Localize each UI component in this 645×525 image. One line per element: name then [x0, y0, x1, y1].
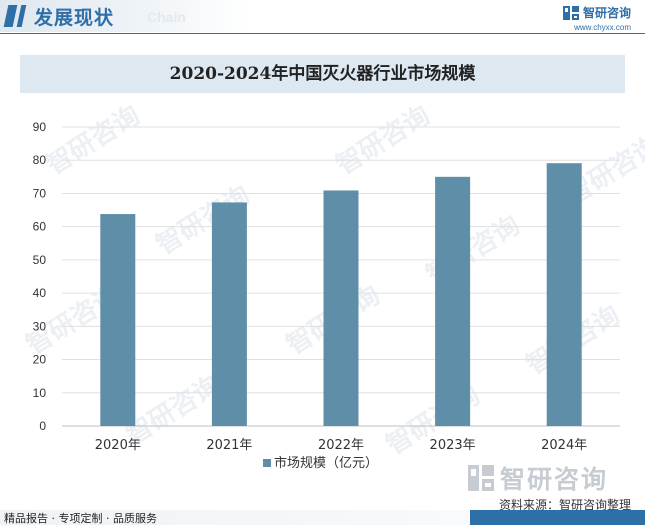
x-tick-label: 2024年	[541, 438, 587, 453]
brand-logo-icon	[562, 5, 579, 20]
y-tick-label: 30	[33, 319, 47, 333]
bar	[323, 190, 359, 426]
x-tick-label: 2022年	[318, 438, 364, 453]
bar	[100, 214, 136, 426]
y-tick-label: 20	[33, 353, 47, 367]
y-tick-label: 60	[33, 220, 47, 234]
footer-logo-icon	[468, 465, 494, 491]
header-divider	[0, 33, 645, 34]
brand: 智研咨询	[562, 4, 631, 21]
bar-chart: 0 10 20 30 40 50 60 70 80 90 2020年 2021年 2022年 2023年 2…	[33, 120, 620, 471]
header-band	[0, 0, 250, 32]
footer-tagline: 精品报告 · 专项定制 · 品质服务	[4, 512, 157, 525]
chart-title: 2020-2024年中国灭火器行业市场规模	[169, 64, 476, 84]
y-tick-label: 70	[33, 186, 47, 200]
legend-label: 市场规模（亿元）	[274, 455, 378, 471]
footer-brand-mark: 智研咨询	[468, 460, 608, 496]
section-title: 发展现状	[34, 7, 115, 29]
x-tick-label: 2020年	[95, 438, 141, 453]
header: 发展现状 Chain 智研咨询 www.chyxx.com	[0, 0, 645, 36]
brand-name: 智研咨询	[582, 6, 631, 20]
y-tick-label: 40	[33, 286, 47, 300]
legend-swatch	[263, 459, 271, 467]
chart-title-banner: 2020-2024年中国灭火器行业市场规模	[20, 55, 625, 93]
bar	[546, 163, 582, 426]
data-source: 资料来源：智研咨询整理	[498, 498, 631, 512]
y-tick-label: 10	[33, 386, 47, 400]
y-tick-label: 50	[33, 253, 47, 267]
x-tick-label: 2021年	[206, 438, 252, 453]
footer-brand-text: 智研咨询	[500, 465, 609, 494]
brand-url: www.chyxx.com	[574, 23, 631, 32]
bar	[211, 202, 247, 426]
y-tick-label: 80	[33, 153, 47, 167]
y-tick-label: 90	[33, 120, 47, 134]
x-tick-label: 2023年	[430, 438, 476, 453]
bar	[435, 176, 471, 426]
y-tick-label: 0	[39, 419, 46, 433]
footer-stripe	[470, 510, 645, 525]
section-subtitle: Chain	[147, 9, 186, 25]
